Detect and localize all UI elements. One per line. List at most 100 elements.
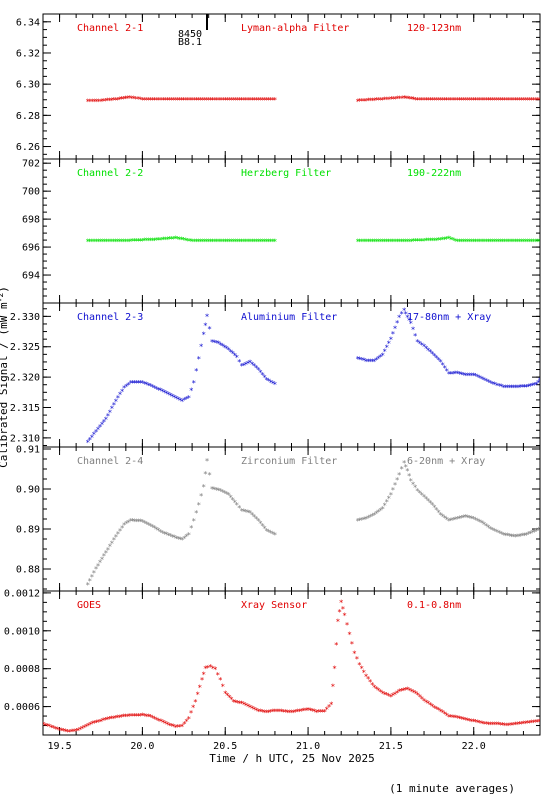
data-point: *	[262, 96, 267, 105]
data-point: *	[196, 355, 201, 364]
data-point: *	[505, 383, 510, 392]
data-point: *	[157, 236, 162, 245]
data-point: *	[270, 708, 275, 717]
data-point: *	[384, 498, 389, 507]
data-point: *	[482, 96, 487, 105]
data-point: *	[138, 237, 143, 246]
data-point: *	[475, 719, 480, 728]
data-point: *	[297, 707, 302, 716]
data-point: *	[198, 96, 203, 105]
data-point: *	[376, 354, 381, 363]
data-point: *	[184, 717, 189, 726]
data-point: *	[393, 690, 398, 699]
data-point: *	[228, 348, 233, 357]
data-point: *	[409, 95, 414, 104]
data-point: *	[494, 237, 499, 246]
data-point: *	[444, 367, 449, 376]
data-point: *	[467, 237, 472, 246]
data-point: *	[206, 96, 211, 105]
data-point: *	[167, 235, 172, 244]
data-point: *	[405, 314, 410, 323]
data-point: *	[380, 689, 385, 698]
data-point: *	[409, 687, 414, 696]
y-tick-label: 6.26	[16, 142, 40, 153]
data-point: *	[166, 391, 171, 400]
data-point: *	[146, 521, 151, 530]
data-point: *	[370, 512, 375, 521]
data-point: *	[194, 237, 199, 246]
data-point: *	[225, 237, 230, 246]
data-point: *	[191, 704, 196, 713]
data-point: *	[536, 237, 541, 246]
data-point: *	[511, 237, 516, 246]
data-point: *	[186, 237, 191, 246]
data-point: *	[395, 237, 400, 246]
data-point: *	[352, 650, 357, 659]
data-point: *	[134, 237, 139, 246]
data-point: *	[116, 394, 121, 403]
data-point: *	[442, 235, 447, 244]
data-point: *	[190, 96, 195, 105]
data-point: *	[504, 722, 509, 731]
data-point: *	[401, 686, 406, 695]
data-point: *	[171, 96, 176, 105]
data-point: *	[99, 97, 104, 106]
series-group: ****************************************…	[85, 235, 541, 247]
data-point: *	[142, 96, 147, 105]
data-point: *	[132, 517, 137, 526]
data-point: *	[515, 237, 520, 246]
y-tick-label: 2.310	[10, 433, 40, 444]
data-point: *	[159, 236, 164, 245]
data-point: *	[142, 712, 147, 721]
data-point: *	[451, 713, 456, 722]
data-point: *	[528, 529, 533, 538]
data-point: *	[504, 96, 509, 105]
data-point: *	[538, 718, 543, 727]
data-point: *	[159, 718, 164, 727]
data-point: *	[408, 477, 413, 486]
data-point: *	[78, 725, 83, 734]
data-point: *	[154, 385, 159, 394]
data-point: *	[422, 697, 427, 706]
data-point: *	[140, 237, 145, 246]
data-point: *	[120, 524, 125, 533]
data-point: *	[228, 494, 233, 503]
data-point: *	[388, 693, 393, 702]
data-point: *	[486, 237, 491, 246]
data-point: *	[107, 715, 112, 724]
data-point: *	[102, 552, 107, 561]
data-point: *	[522, 383, 527, 392]
data-point: *	[146, 381, 151, 390]
data-point: *	[111, 401, 116, 410]
data-point: *	[520, 383, 525, 392]
data-point: *	[136, 95, 141, 104]
panel-label: Lyman-alpha Filter	[241, 23, 349, 34]
data-point: *	[457, 515, 462, 524]
data-point: *	[202, 237, 207, 246]
data-point: *	[507, 532, 512, 541]
data-point: *	[455, 369, 460, 378]
data-point: *	[59, 727, 64, 736]
data-point: *	[484, 237, 489, 246]
data-point: *	[488, 721, 493, 730]
data-point: *	[388, 491, 393, 500]
x-tick-label: 22.0	[462, 741, 486, 752]
data-point: *	[121, 95, 126, 104]
data-point: *	[189, 524, 194, 533]
panel-label: 6-20nm + Xray	[407, 456, 485, 467]
data-point: *	[364, 97, 369, 106]
data-point: *	[467, 96, 472, 105]
data-point: *	[471, 515, 476, 524]
data-point: *	[406, 95, 411, 104]
data-point: *	[222, 489, 227, 498]
y-tick-label: 698	[22, 215, 40, 226]
data-point: *	[384, 343, 389, 352]
data-point: *	[324, 705, 329, 714]
data-point: *	[182, 720, 187, 729]
data-point: *	[273, 707, 278, 716]
data-point: *	[189, 386, 194, 395]
data-point: *	[111, 714, 116, 723]
data-point: *	[436, 96, 441, 105]
data-point: *	[98, 559, 103, 568]
data-point: *	[533, 237, 538, 246]
